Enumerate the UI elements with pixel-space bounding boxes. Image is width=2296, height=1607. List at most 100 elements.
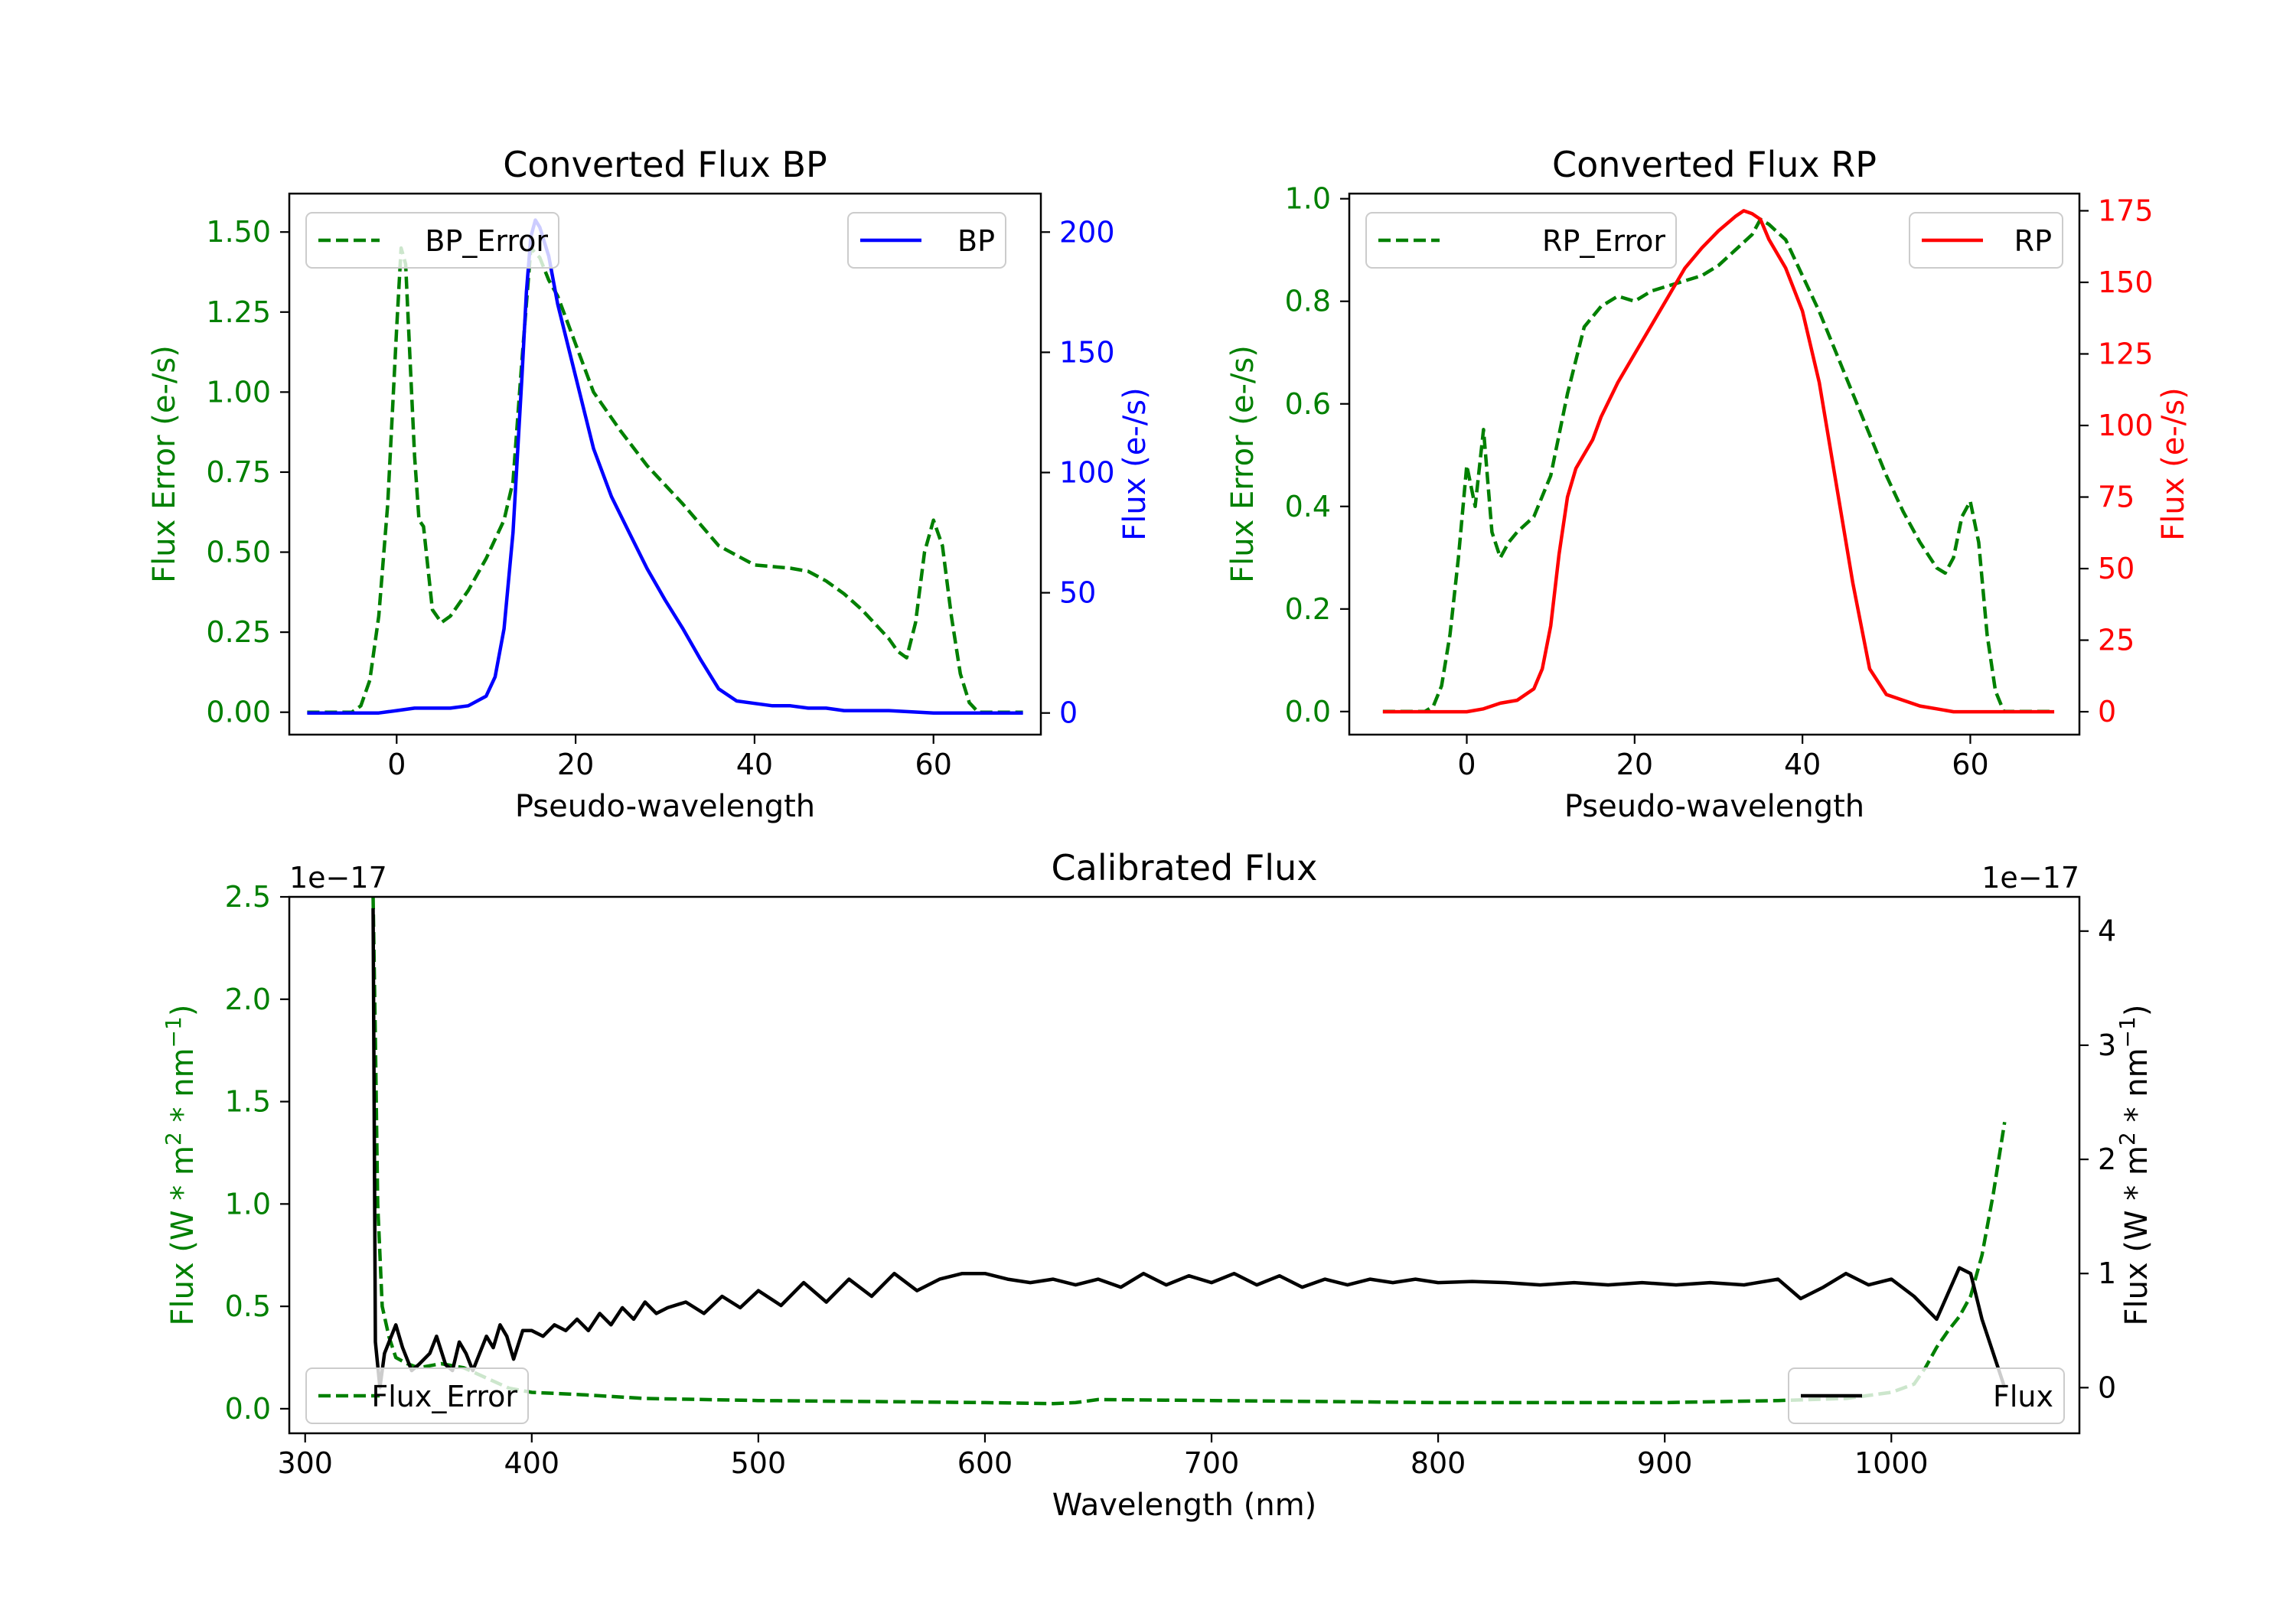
x-tick-label: 600 (957, 1446, 1013, 1480)
y-right-offset-label: 1e−17 (1981, 861, 2079, 895)
x-tick-label: 400 (504, 1446, 560, 1480)
legend-box (1365, 212, 1677, 269)
y-left-tick-label: 0.6 (1285, 387, 1331, 421)
y-label-main: Flux Error (e-/s) (147, 345, 182, 583)
y-right-tick-label: 200 (1059, 215, 1115, 249)
y-left-tick-label: 0.8 (1285, 285, 1331, 318)
y-right-axis-label: Flux (e-/s) (2156, 387, 2191, 540)
axes-frame (288, 192, 1042, 736)
chart-calibrated: Calibrated Flux 300 400 500 600 700 800 900 1000… (161, 847, 2155, 1523)
y-right-tick-label: 175 (2098, 194, 2154, 227)
y-label-main: Flux (W * m (165, 1146, 201, 1325)
legend-box (305, 212, 559, 269)
y-left-tick-label: 1.00 (206, 375, 271, 409)
y-label-main: Flux Error (e-/s) (1225, 345, 1261, 583)
x-tick-label: 60 (1952, 748, 1988, 781)
y-right-tick-label: 2 (2098, 1143, 2116, 1176)
legend-bp-error: BP_Error (305, 212, 559, 269)
y-left-tick-label: 1.0 (1285, 182, 1331, 216)
y-left-tick-label: 0.75 (206, 455, 271, 489)
x-axis-label: Pseudo-wavelength (1564, 789, 1864, 824)
y-right-tick-label: 0 (2098, 1371, 2116, 1404)
y-right-tick-label: 150 (1059, 335, 1115, 369)
y-label-superscript: 2 (161, 1132, 186, 1146)
y-right-axis-label: Flux (e-/s) (1117, 387, 1153, 540)
y-right-tick-label: 125 (2098, 337, 2154, 370)
y-right-tick-label: 50 (2098, 552, 2135, 585)
series-group (1382, 209, 2055, 714)
legend-box (847, 212, 1006, 269)
y-right-tick-label: 0 (1059, 696, 1078, 730)
legend-bp: BP (847, 212, 1006, 269)
legend-label: BP (957, 224, 995, 258)
y-right-tick-label: 150 (2098, 266, 2154, 299)
series-line-flux (371, 908, 2007, 1390)
y-label-superscript: −1 (161, 1016, 186, 1048)
x-tick-label: 700 (1184, 1446, 1240, 1480)
x-tick-label: 60 (915, 748, 952, 781)
y-left-tick-label: 1.0 (225, 1187, 271, 1221)
legend-rp: RP (1909, 212, 2063, 269)
y-right-tick-label: 4 (2098, 914, 2116, 948)
chart-bp: Converted Flux BP 0 20 40 60 Pseudo-wavelengt… (147, 144, 1153, 824)
y-right-tick-label: 0 (2098, 695, 2116, 729)
x-tick-label: 0 (387, 748, 406, 781)
y-right-tick-label: 100 (1059, 455, 1115, 489)
y-left-tick-label: 0.00 (206, 696, 271, 729)
legend-label: Flux (1993, 1380, 2053, 1413)
y-left-tick-label: 0.2 (1285, 592, 1331, 626)
y-left-tick-label: 0.0 (1285, 695, 1331, 729)
series-group (371, 897, 2007, 1406)
y-left-axis-label: Flux Error (e-/s) (1225, 345, 1261, 583)
series-line-rp-error (1382, 217, 2055, 714)
series-line-bp-error (307, 246, 1023, 714)
series-line-rp (1382, 209, 2055, 714)
y-label-superscript: −1 (2115, 1016, 2140, 1048)
chart-rp: Converted Flux RP 0 20 40 60 Pseudo-wavelengt… (1225, 144, 2191, 824)
y-left-axis-label: Flux Error (e-/s) (147, 345, 182, 583)
y-left-tick-label: 0.0 (225, 1392, 271, 1426)
x-tick-label: 20 (1616, 748, 1653, 781)
y-label-main: Flux (e-/s) (2156, 387, 2191, 540)
y-label-main: Flux (e-/s) (1117, 387, 1153, 540)
y-left-tick-label: 1.50 (206, 215, 271, 249)
y-right-tick-label: 100 (2098, 409, 2154, 442)
y-label-close: ) (2119, 1005, 2154, 1017)
legend-rp-error: RP_Error (1365, 212, 1677, 269)
y-left-tick-label: 2.0 (225, 983, 271, 1016)
y-left-tick-label: 0.50 (206, 536, 271, 569)
y-right-tick-label: 50 (1059, 576, 1096, 610)
x-tick-label: 300 (277, 1446, 333, 1480)
x-tick-label: 900 (1637, 1446, 1693, 1480)
y-left-tick-label: 0.25 (206, 615, 271, 649)
series-group (307, 218, 1023, 715)
y-left-tick-label: 0.5 (225, 1289, 271, 1323)
legend-flux-error: Flux_Error (305, 1367, 529, 1424)
x-axis-label: Wavelength (nm) (1052, 1488, 1317, 1523)
chart-title: Converted Flux BP (503, 144, 827, 185)
legend-box (1788, 1367, 2065, 1424)
legend-box (1909, 212, 2063, 269)
y-label-main: Flux (W * m (2119, 1146, 2154, 1325)
x-tick-label: 40 (736, 748, 773, 781)
y-right-tick-label: 3 (2098, 1028, 2116, 1062)
y-right-axis-label: Flux (W * m2 * nm−1) (2115, 1005, 2155, 1326)
y-left-axis-label: Flux (W * m2 * nm−1) (161, 1005, 201, 1326)
y-left-tick-label: 0.4 (1285, 490, 1331, 523)
legend-label: Flux_Error (371, 1380, 517, 1413)
y-label-unit: * nm (165, 1048, 201, 1132)
y-left-tick-label: 1.25 (206, 295, 271, 329)
x-tick-label: 800 (1411, 1446, 1466, 1480)
x-tick-label: 500 (731, 1446, 787, 1480)
x-tick-label: 0 (1457, 748, 1476, 781)
y-label-unit: * nm (2119, 1048, 2154, 1132)
y-right-tick-label: 1 (2098, 1257, 2116, 1290)
y-right-tick-label: 75 (2098, 481, 2135, 514)
series-line-flux-error (371, 897, 2007, 1406)
legend-label: BP_Error (425, 224, 548, 258)
axes-frame (1348, 192, 2081, 736)
y-label-close: ) (165, 1005, 201, 1017)
legend-flux: Flux (1788, 1367, 2065, 1424)
x-tick-label: 40 (1784, 748, 1821, 781)
